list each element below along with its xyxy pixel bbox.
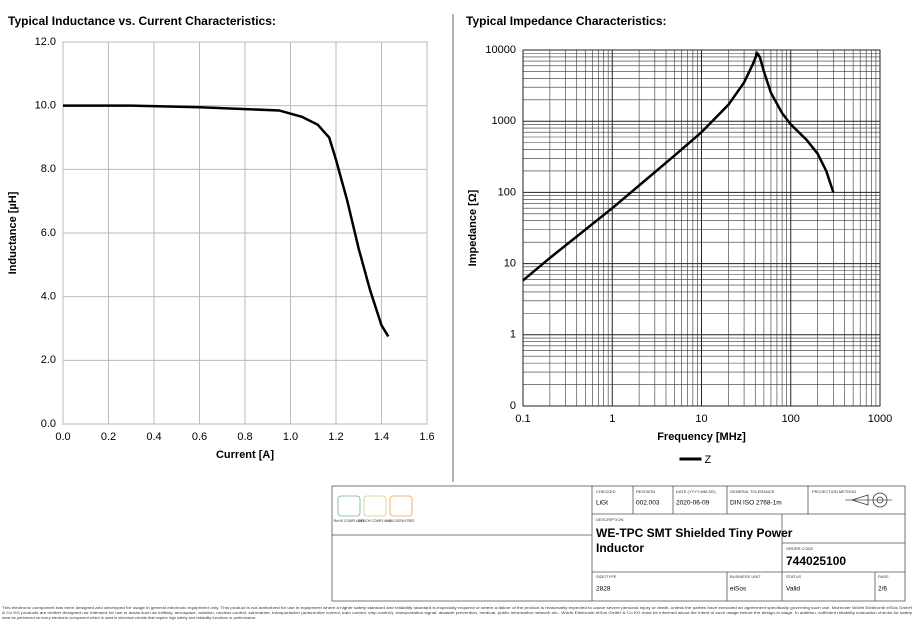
x-tick-label: 0.0 [55, 431, 70, 443]
frame [331, 485, 906, 602]
x-tick-label: 1.0 [283, 431, 298, 443]
projection-symbol [845, 492, 892, 508]
disclaimer: This electronic component has been desig… [2, 605, 912, 610]
field-label: BUSINESS UNIT [730, 574, 761, 579]
field-label: PAGE [878, 574, 889, 579]
y-axis-label: Inductance [µH] [7, 191, 19, 274]
field-label: DATE (YYYY-MM-DD) [676, 489, 716, 494]
x-tick-label: 1.2 [328, 431, 343, 443]
legend-label: Z [705, 454, 712, 466]
y-tick-label: 1000 [492, 115, 516, 127]
field-label: CHECKED [596, 489, 616, 494]
x-tick-label: 100 [782, 413, 800, 425]
y-tick-label: 10000 [485, 44, 516, 56]
disclaimer: must be performed on every electronic co… [2, 615, 257, 620]
x-tick-label: 1.6 [419, 431, 434, 443]
y-tick-label: 1 [510, 329, 516, 341]
y-tick-label: 0.0 [41, 418, 56, 430]
logo-label: HALOGEN FREE [387, 519, 415, 523]
chart-title: Typical Impedance Characteristics: [466, 14, 667, 28]
x-axis-label: Frequency [MHz] [657, 431, 746, 443]
y-axis-label: Impedance [Ω] [467, 189, 479, 266]
title-block [331, 485, 906, 602]
order-code: 744025100 [786, 554, 846, 568]
logo [363, 495, 387, 517]
description: WE-TPC SMT Shielded Tiny Power [596, 526, 793, 540]
x-tick-label: 0.8 [237, 431, 252, 443]
field-label: REVISION [636, 489, 655, 494]
series-line [63, 104, 390, 338]
x-tick-label: 1000 [868, 413, 892, 425]
field-value: 2020-06-09 [676, 500, 710, 507]
chart-title: Typical Inductance vs. Current Character… [8, 14, 276, 28]
series-line [522, 50, 835, 282]
y-tick-label: 10.0 [35, 100, 56, 112]
field-value: eiSos [730, 586, 747, 593]
x-tick-label: 0.4 [146, 431, 161, 443]
logo [389, 495, 413, 517]
y-tick-label: 8.0 [41, 163, 56, 175]
field-value: LiGt [596, 500, 608, 507]
field-value: 002.003 [636, 500, 660, 507]
field-value: 2/6 [878, 586, 887, 593]
field-value: Valid [786, 586, 800, 593]
logo-label: RoHS COMPLIANT [334, 519, 366, 523]
y-tick-label: 12.0 [35, 36, 56, 48]
x-tick-label: 0.6 [192, 431, 207, 443]
field-label: ORDER CODE [786, 546, 813, 551]
logo [337, 495, 361, 517]
disclaimer: & Co KG products are neither designed no… [2, 610, 912, 615]
x-tick-label: 10 [695, 413, 707, 425]
y-tick-label: 10 [504, 258, 516, 270]
x-tick-label: 0.1 [515, 413, 530, 425]
field-value: 2828 [596, 586, 611, 593]
description: Inductor [596, 541, 644, 555]
y-tick-label: 4.0 [41, 291, 56, 303]
field-label: STATUS [786, 574, 802, 579]
field-value: DIN ISO 2768-1m [730, 500, 782, 507]
y-tick-label: 100 [498, 186, 516, 198]
x-tick-label: 0.2 [101, 431, 116, 443]
y-tick-label: 2.0 [41, 354, 56, 366]
y-tick-label: 6.0 [41, 227, 56, 239]
logo-label: REACH COMPLIANT [358, 519, 393, 523]
x-tick-label: 1 [609, 413, 615, 425]
field-label: GENERAL TOLERANCE [730, 489, 775, 494]
y-tick-label: 0 [510, 400, 516, 412]
field-label: SIZE/TYPE [596, 574, 617, 579]
x-tick-label: 1.4 [374, 431, 389, 443]
field-label: PROJECTION METHOD [812, 489, 856, 494]
field-label: DESCRIPTION [596, 517, 623, 522]
x-axis-label: Current [A] [216, 449, 274, 461]
